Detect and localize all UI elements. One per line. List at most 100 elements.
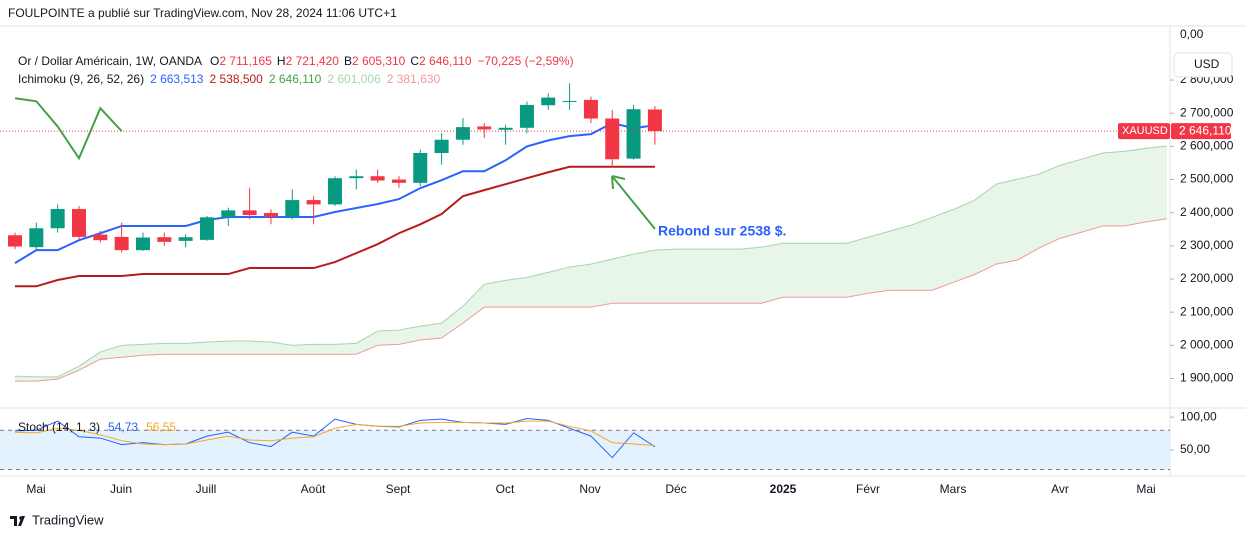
stoch-line (14, 420, 655, 447)
ohlc-key: C (410, 54, 419, 68)
ichimoku-value: 2 538,500 (209, 72, 263, 86)
candle-body (157, 237, 172, 242)
candle-body (413, 153, 428, 183)
candle-body (135, 237, 150, 251)
ichimoku-value: 2 663,513 (150, 72, 204, 86)
ohlc-value: 2 646,110 (419, 54, 472, 68)
change: −70,225 (−2,59%) (478, 54, 574, 68)
annotation: Rebond sur 2538 $. (658, 223, 786, 239)
candle-body (221, 210, 236, 218)
publisher: FOULPOINTE a publié sur TradingView.com,… (8, 6, 397, 20)
x-tick-label: Févr (856, 482, 880, 496)
ichimoku-legend: Ichimoku (9, 26, 52, 26) 2 663,513 2 538,5… (18, 72, 440, 86)
candle-body (477, 126, 492, 130)
stoch-legend: Stoch (14, 1, 3) 54,73 56,55 (18, 420, 176, 434)
candle-body (626, 109, 641, 159)
legend-title: Or / Dollar Américain, 1W, OANDA O2 711,1… (18, 54, 574, 68)
y-tick-label: 2 400,000 (1180, 205, 1234, 219)
y-tick-label: 2 600,000 (1180, 139, 1234, 153)
price-tag (1171, 123, 1231, 140)
y-tick-label: 2 100,000 (1180, 304, 1234, 318)
symbol: XAUUSD (1122, 125, 1168, 137)
ichimoku-value: 2 646,110 (269, 72, 322, 86)
x-tick-label: Nov (579, 482, 600, 496)
brand-logo (10, 516, 25, 526)
candle-body (498, 127, 513, 130)
stoch-tick-label: 100,00 (1180, 409, 1217, 423)
candle-body (199, 217, 214, 240)
ichimoku-value: 2 601,006 (327, 72, 381, 86)
candle-body (605, 118, 620, 160)
candle-body (583, 99, 598, 119)
candle-body (50, 209, 65, 229)
x-tick-label: 2025 (770, 482, 797, 496)
candle-body (391, 179, 406, 183)
x-tick-label: Avr (1051, 482, 1069, 496)
brand: TradingView (32, 512, 104, 527)
ohlc-key: H (277, 54, 286, 68)
stoch-line (14, 417, 656, 459)
x-tick-label: Mai (1136, 482, 1155, 496)
candle-body (647, 109, 662, 132)
x-tick-label: Mars (940, 482, 967, 496)
scale-top-label: 0,00 (1180, 27, 1204, 41)
candle-body (562, 100, 577, 102)
candle-body (114, 236, 129, 251)
stoch-band (0, 430, 1170, 470)
x-tick-label: Déc (665, 482, 686, 496)
candle-body (327, 178, 342, 205)
ohlc-key: B (344, 54, 352, 68)
y-tick-label: 2 200,000 (1180, 271, 1234, 285)
currency-button[interactable] (1173, 52, 1233, 78)
logo-dot (19, 516, 23, 520)
legend-symbol: Or / Dollar Américain, 1W, OANDA (18, 54, 202, 68)
candle-body (306, 200, 321, 205)
currency[interactable]: USD (1194, 57, 1220, 71)
ichimoku-line (14, 97, 123, 161)
ichimoku-line (15, 165, 655, 288)
ichimoku-line (14, 145, 1167, 378)
candle-body (263, 213, 278, 217)
ichimoku-value: 2 381,630 (387, 72, 441, 86)
stoch-tick-label: 50,00 (1180, 442, 1210, 456)
ohlc-value: 2 711,165 (219, 54, 272, 68)
symbol-tag (1118, 123, 1170, 140)
x-tick-label: Juin (110, 482, 132, 496)
candle-body (71, 209, 86, 237)
candle-body (541, 97, 556, 106)
x-tick-label: Juill (196, 482, 217, 496)
ichimoku-line (15, 218, 1167, 382)
x-tick-label: Sept (386, 482, 411, 496)
candle-body (455, 127, 470, 140)
ohlc-value: 2 605,310 (352, 54, 406, 68)
cloud-fill (15, 146, 1167, 382)
candle-body (370, 176, 385, 181)
y-tick-label: 2 700,000 (1180, 105, 1234, 119)
stoch-label: Stoch (14, 1, 3) (18, 420, 100, 434)
candle-body (519, 104, 534, 128)
candle-body (349, 176, 364, 179)
stoch-value: 54,73 (108, 420, 138, 434)
candle-body (285, 200, 300, 217)
x-tick-label: Oct (496, 482, 515, 496)
candle-body (29, 228, 44, 248)
candle-body (8, 235, 22, 247)
candle-body (178, 237, 193, 241)
ohlc-key: O (210, 54, 219, 68)
candle-body (434, 139, 449, 153)
layers: 1 900,000 2 000,000 2 100,000 2 200,000 2 30… (0, 54, 1234, 496)
last-price: 2 646,110 (1179, 123, 1232, 137)
x-tick-label: Mai (26, 482, 45, 496)
y-tick-label: 2 300,000 (1180, 238, 1234, 252)
y-tick-label: 2 000,000 (1180, 337, 1234, 351)
y-tick-label: 1 900,000 (1180, 371, 1234, 385)
candle-body (242, 210, 257, 216)
annotation-arrow (611, 175, 656, 230)
y-tick-label: 2 500,000 (1180, 172, 1234, 186)
x-tick-label: Août (301, 482, 326, 496)
candle-body (93, 234, 108, 241)
stoch-value: 56,55 (146, 420, 176, 434)
ohlc-value: 2 721,420 (286, 54, 340, 68)
ichimoku-label: Ichimoku (9, 26, 52, 26) (18, 72, 144, 86)
